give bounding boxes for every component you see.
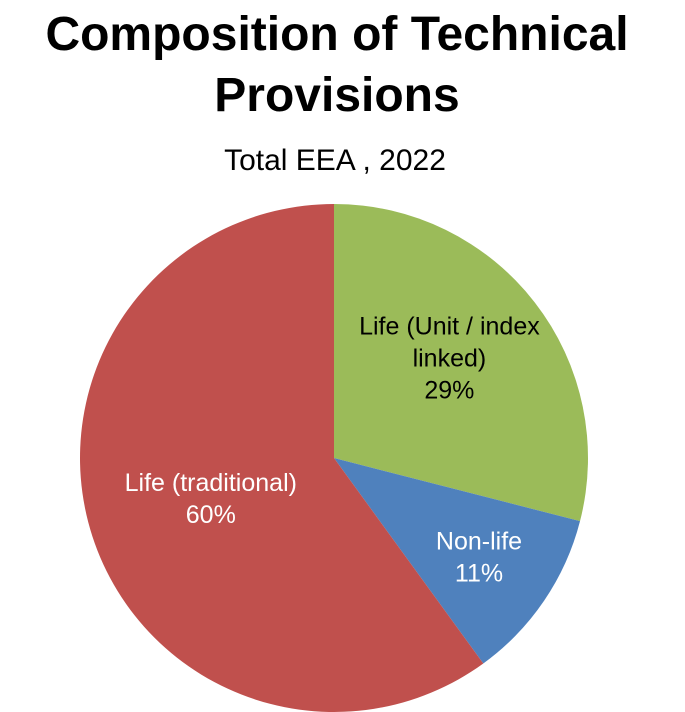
pie-label-life-unit-index-linked-name: linked): [413, 344, 487, 372]
pie-label-non-life-name: Non-life: [436, 528, 522, 556]
pie-slice-life-traditional: [80, 204, 484, 712]
chart-title-line-1: Composition of Technical: [45, 8, 628, 61]
pie-label-life-traditional-value: 60%: [186, 501, 236, 529]
pie-label-non-life-value: 11%: [455, 560, 503, 588]
pie-slice-non-life: [334, 458, 581, 664]
chart-subtitle: Total EEA , 2022: [224, 144, 446, 177]
pie-slice-life-unit-index-linked: [334, 203, 589, 522]
pie-label-life-unit-index-linked-name: Life (Unit / index: [359, 312, 540, 340]
pie-labels: Life (Unit / index linked) 29% Non-life 11% L…: [125, 312, 541, 587]
pie-slices: [80, 203, 589, 712]
chart-title-line-2: Provisions: [214, 69, 459, 122]
pie-label-life-traditional-name: Life (traditional): [125, 469, 297, 497]
pie-label-life-unit-index-linked-value: 29%: [424, 376, 474, 404]
